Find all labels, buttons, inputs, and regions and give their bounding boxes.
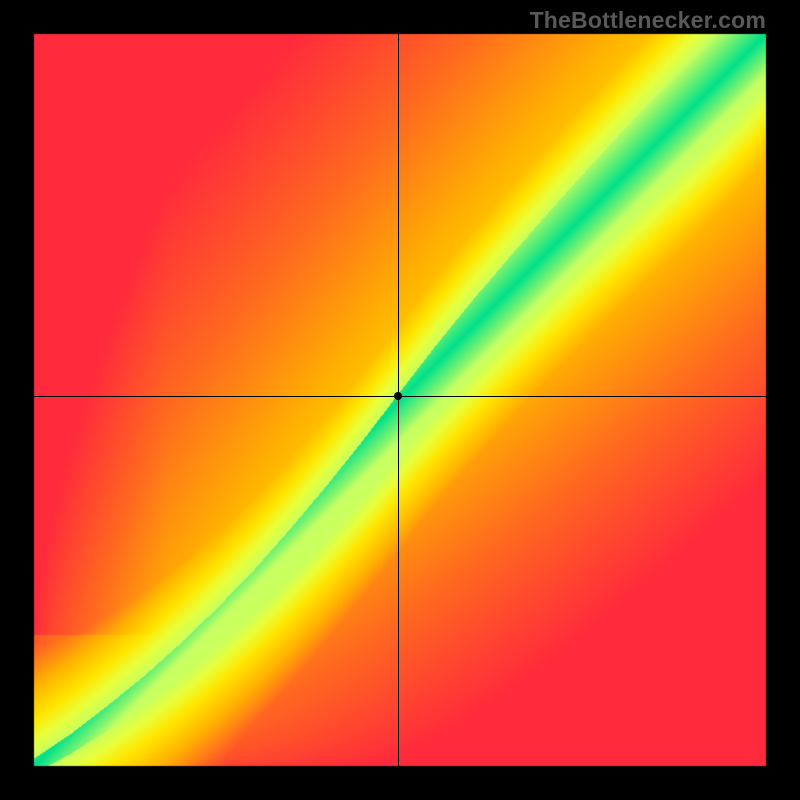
crosshair-vertical: [398, 33, 399, 767]
watermark-text: TheBottlenecker.com: [530, 7, 766, 34]
crosshair-dot: [394, 392, 402, 400]
bottleneck-heatmap: [33, 33, 767, 767]
plot-frame: [33, 33, 767, 767]
